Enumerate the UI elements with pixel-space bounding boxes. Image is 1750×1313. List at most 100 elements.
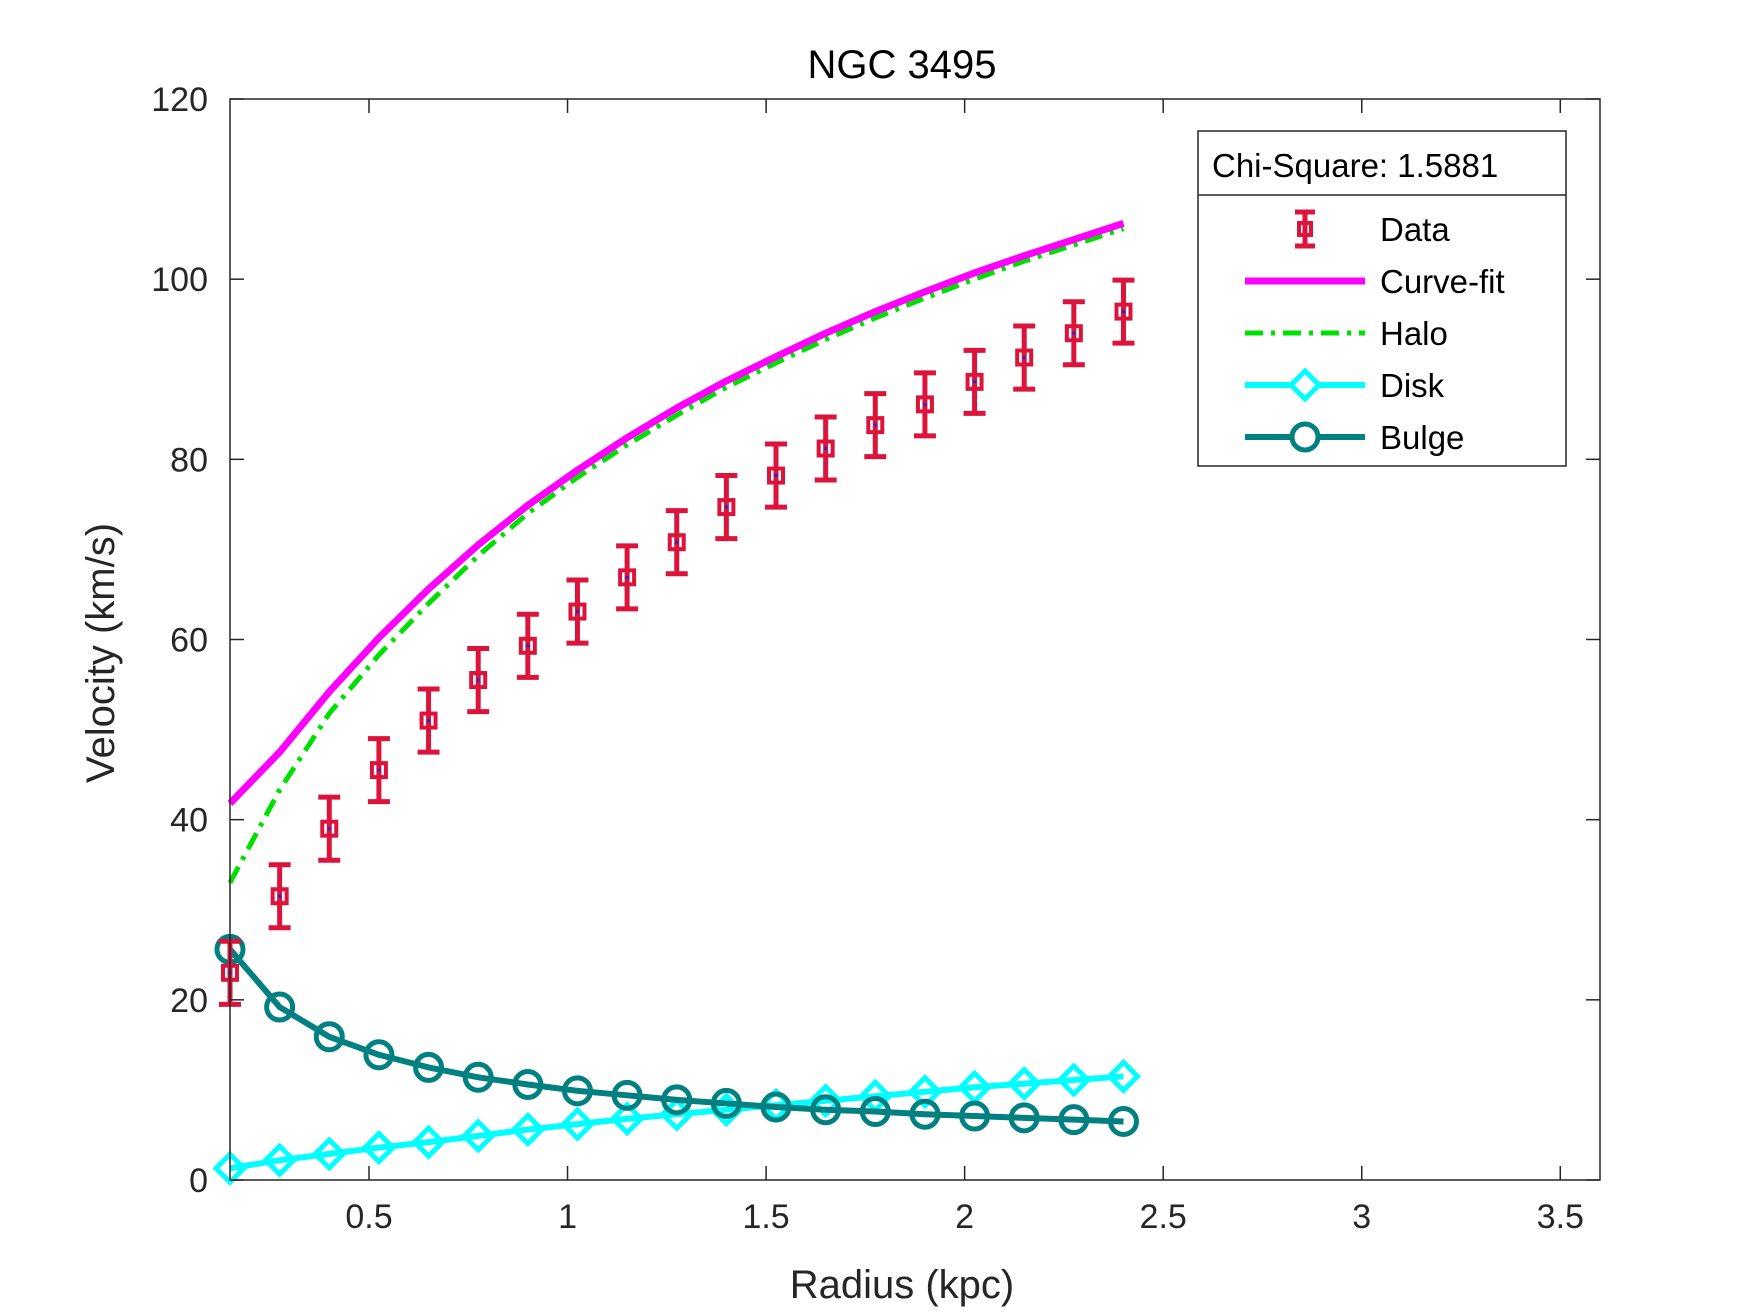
disk-point [510,1112,546,1148]
bulge-point [512,1069,544,1101]
data-marker [1015,348,1034,367]
halo-line [227,226,1125,884]
data-marker-center [427,719,431,723]
bulge-point [909,1098,941,1130]
legend-bulge-marker [1289,421,1321,453]
data-marker [965,372,984,391]
bulge-point [313,1021,345,1053]
legend-label: Data [1380,211,1450,248]
bulge-point [1107,1105,1139,1137]
data-point [566,577,589,646]
data-marker [320,819,339,838]
data-marker [816,439,835,458]
data-point [268,862,291,931]
data-marker-center [824,447,828,451]
data-marker-center [1121,310,1125,314]
data-marker-center [476,678,480,682]
legend-item-curve-fit: Curve-fit [1245,263,1505,300]
data-point [814,414,837,483]
disk-point [907,1074,943,1110]
data-marker-center [973,380,977,384]
legend-data-marker [1297,221,1313,237]
legend-item-data: Data [1295,209,1450,249]
y-axis-title: Velocity (km/s) [79,523,123,783]
bulge-point [363,1039,395,1071]
data-marker [667,533,686,552]
data-point [1013,323,1036,392]
data-marker [518,636,537,655]
axes-layer: 0.5 1 1.5 2 2.5 3 3.5 0 20 40 60 80 100 120 [151,81,1601,1236]
data-point [963,347,986,416]
x-axis-title: Radius (kpc) [790,1263,1015,1307]
bulge-point [810,1094,842,1126]
disk-point [1105,1058,1142,1094]
disk-point [311,1136,347,1172]
x-tick-label: 3.5 [1537,1198,1584,1236]
disk-point [1006,1066,1042,1102]
x-tick-label: 3 [1352,1198,1371,1236]
legend-label: Bulge [1380,419,1464,456]
legend-item-halo: Halo [1245,315,1448,352]
data-point [367,736,390,805]
y-tick-label: 80 [170,441,208,479]
bulge-point [1008,1102,1040,1134]
y-tick-label: 60 [170,622,208,660]
bulge-point [661,1084,693,1116]
data-marker-center [1022,356,1026,360]
data-marker-center [526,644,530,648]
x-tick-label: 2 [955,1198,974,1236]
bulge-point [959,1100,991,1132]
y-tick-label: 120 [151,81,208,119]
x-tick-label: 2.5 [1140,1198,1187,1236]
disk-point [609,1101,645,1137]
data-marker [568,602,587,621]
disk-point [411,1124,447,1160]
legend: Chi-Square: 1.5881 Data Curve-fit Halo Disk B… [1197,130,1567,467]
x-tick-label: 1.5 [742,1198,789,1236]
legend-header: Chi-Square: 1.5881 [1212,147,1498,184]
y-tick-label: 40 [170,802,208,840]
data-marker-center [327,827,331,831]
data-point [1112,277,1135,346]
data-marker-center [724,505,728,509]
bulge-point [264,991,296,1023]
disk-point [361,1130,397,1166]
data-point [913,370,936,439]
data-marker-center [575,610,579,614]
bulge-point [561,1075,593,1107]
data-point [467,646,490,715]
bulge-point [462,1061,494,1093]
legend-label: Disk [1380,367,1445,404]
curve-fit-line [227,219,1125,806]
data-marker [866,416,885,435]
data-point [417,686,440,755]
data-marker [717,498,736,517]
legend-label: Curve-fit [1380,263,1505,300]
data-marker-center [873,423,877,427]
data-marker-center [377,768,381,772]
y-tick-label: 0 [189,1162,208,1200]
chart-title: NGC 3495 [808,43,997,87]
bulge-point [710,1087,742,1119]
disk-point [262,1142,298,1178]
data-marker [915,395,934,414]
data-point [616,543,639,612]
data-point [516,611,539,680]
data-marker [469,671,488,690]
legend-item-disk: Disk [1245,367,1445,404]
data-marker [618,568,637,587]
data-marker [767,466,786,485]
disk-point [1056,1062,1092,1098]
x-tick-label: 1 [558,1198,577,1236]
y-tick-label: 100 [151,261,208,299]
bulge-point [611,1079,643,1111]
data-marker [369,761,388,780]
data-point [665,508,688,577]
legend-label: Halo [1380,315,1448,352]
disk-point [212,1150,248,1186]
data-point [1062,299,1085,368]
bulge-point [760,1091,792,1123]
data-marker [1064,324,1083,343]
bulge-point [859,1096,891,1128]
